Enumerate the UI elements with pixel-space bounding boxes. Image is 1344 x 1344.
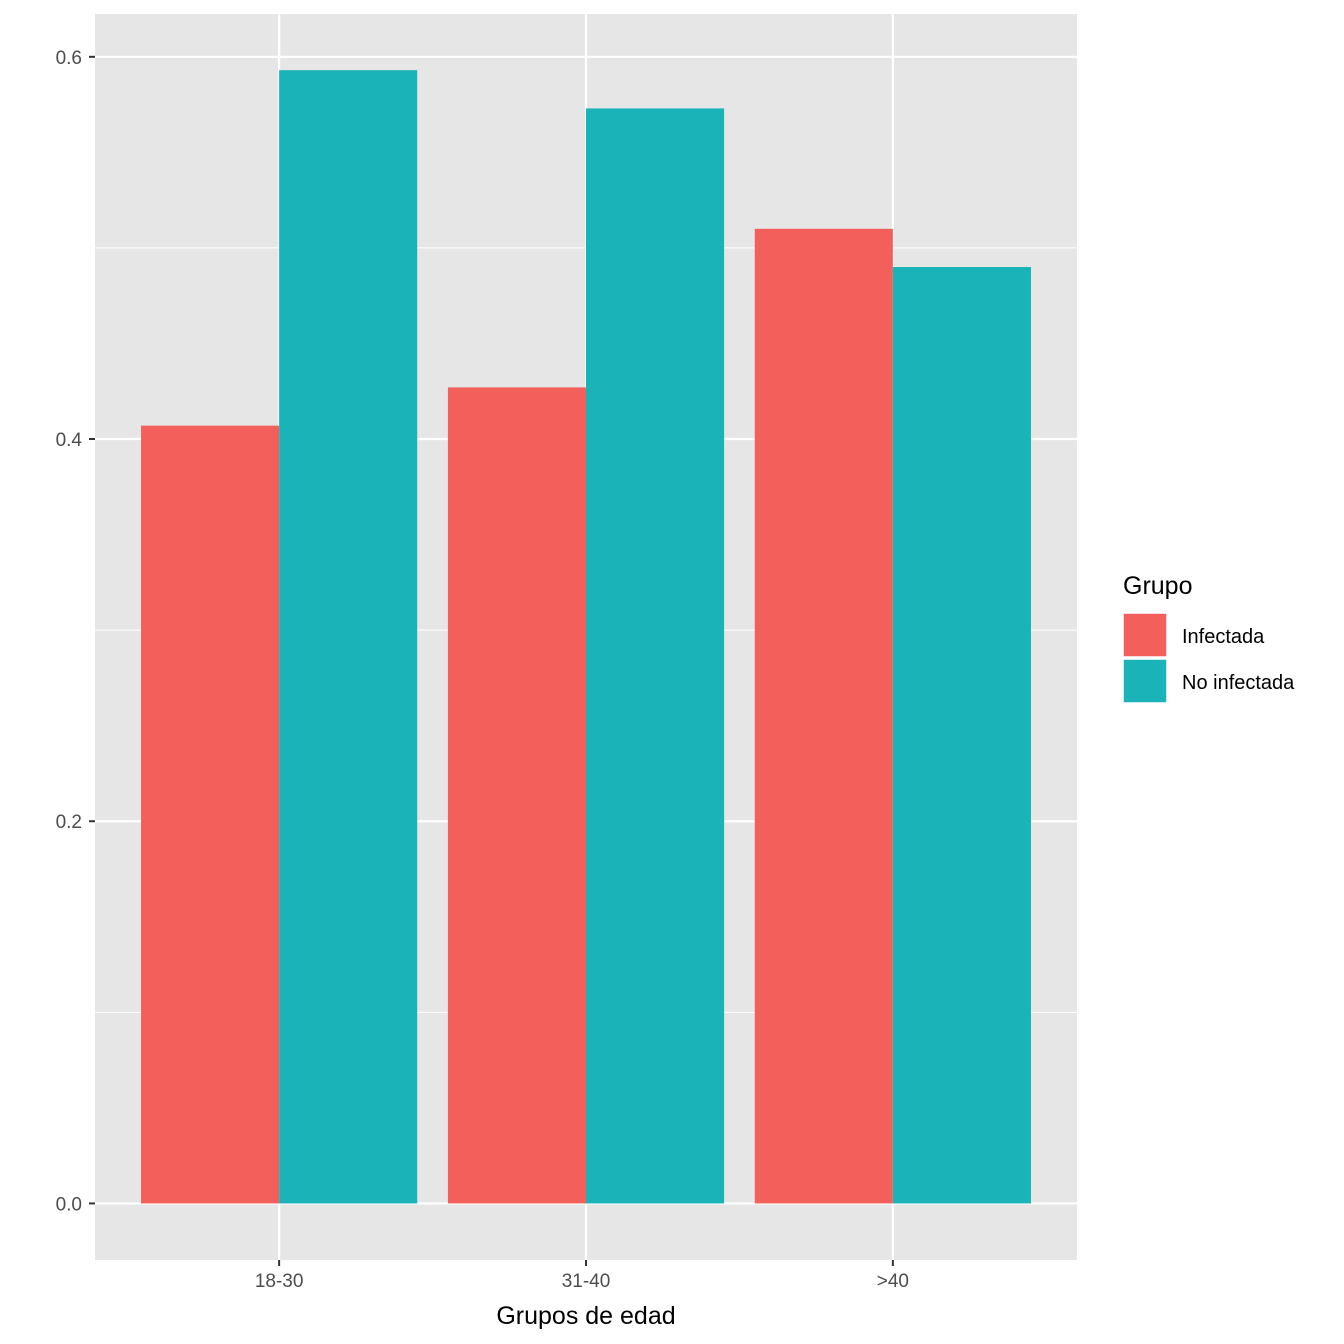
- y-tick-label: 0.0: [56, 1194, 82, 1215]
- legend-key-no-infectada: [1122, 658, 1168, 704]
- bar-infectada: [754, 228, 893, 1204]
- legend-key-infectada: [1122, 612, 1168, 658]
- bar-no-infectada: [892, 267, 1031, 1204]
- x-tick-label: >40: [877, 1271, 909, 1292]
- y-tick-label: 0.6: [56, 48, 82, 69]
- y-tick-label: 0.2: [56, 812, 82, 833]
- y-tick-label: 0.4: [56, 430, 83, 451]
- x-tick-label: 31-40: [562, 1271, 611, 1292]
- bar-no-infectada: [279, 70, 418, 1204]
- x-axis-title: Grupos de edad: [496, 1302, 675, 1330]
- legend-label: Infectada: [1182, 626, 1265, 648]
- legend-title: Grupo: [1123, 572, 1192, 600]
- bar-no-infectada: [586, 108, 725, 1204]
- legend: Grupo Infectada No infectada: [1122, 572, 1295, 704]
- bar-infectada: [141, 425, 280, 1204]
- bar-infectada: [447, 387, 586, 1204]
- x-tick-label: 18-30: [255, 1271, 304, 1292]
- legend-label: No infectada: [1182, 672, 1295, 694]
